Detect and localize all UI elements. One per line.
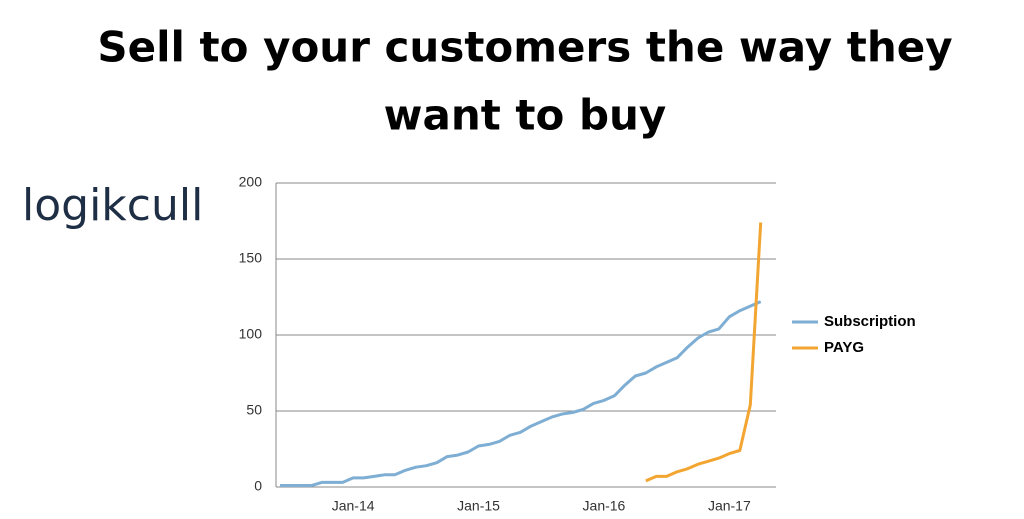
series-line — [645, 222, 763, 483]
y-tick-label: 150 — [239, 250, 263, 266]
title-line: want to buy — [384, 91, 667, 140]
legend-label: PAYG — [824, 339, 864, 356]
x-tick-label: Jan-16 — [583, 498, 626, 514]
logo: logikcull — [22, 180, 203, 231]
title-line: Sell to your customers the way they — [97, 23, 952, 72]
y-tick-label: 0 — [254, 478, 262, 494]
series-line — [280, 300, 762, 487]
x-tick-label: Jan-17 — [708, 498, 751, 514]
y-tick-label: 50 — [246, 402, 262, 418]
legend-label: Subscription — [824, 313, 916, 330]
y-tick-label: 200 — [239, 174, 263, 190]
x-tick-label: Jan-14 — [332, 498, 375, 514]
y-tick-label: 100 — [239, 326, 263, 342]
x-tick-label: Jan-15 — [457, 498, 500, 514]
